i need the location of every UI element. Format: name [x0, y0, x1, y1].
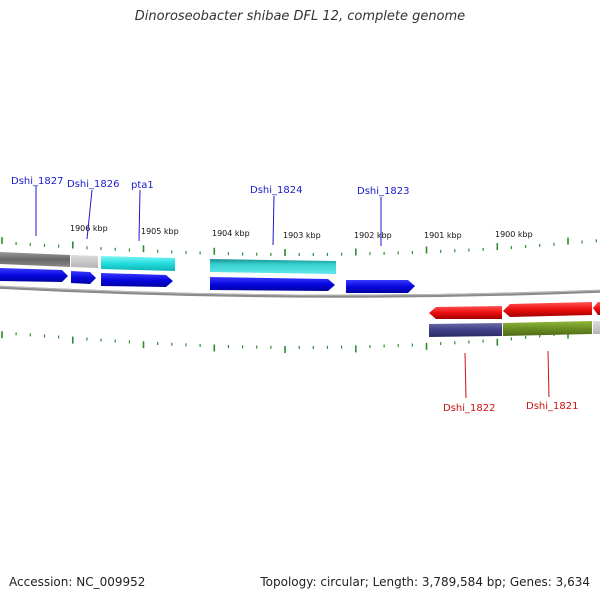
gene-label-dshi-1821[interactable]: Dshi_1821 [526, 401, 578, 412]
leader-line-dshi-1821 [547, 350, 550, 398]
leader-line-dshi-1824 [272, 195, 275, 246]
annotation-bar-next[interactable] [593, 321, 600, 334]
map-title: Dinoroseobacter shibae DFL 12, complete … [134, 9, 466, 24]
annotation-bar-dshi-1821[interactable] [503, 321, 592, 336]
gene-arrow-dshi-1826[interactable] [71, 271, 96, 284]
gene-label-dshi-1823[interactable]: Dshi_1823 [357, 186, 409, 197]
ruler-label: 1901 kbp [424, 231, 462, 240]
genome-backbone [0, 285, 600, 298]
genome-stats: Topology: circular; Length: 3,789,584 bp… [260, 575, 590, 589]
leader-line-pta1 [138, 189, 141, 242]
ruler-label: 1905 kbp [141, 227, 179, 236]
annotation-bar-dshi-1822[interactable] [429, 323, 502, 337]
gene-label-dshi-1824[interactable]: Dshi_1824 [250, 185, 302, 196]
gene-arrow-pta1[interactable] [101, 273, 173, 287]
genome-backbone-highlight [0, 285, 600, 296]
gene-label-dshi-1827[interactable]: Dshi_1827 [11, 176, 63, 187]
annotation-bar-dshi-1827[interactable] [0, 252, 70, 267]
gene-arrow-dshi-1824[interactable] [210, 277, 335, 291]
gene-arrow-next[interactable] [593, 302, 600, 315]
ruler-ticks-bottom [1, 328, 597, 353]
ruler-label: 1902 kbp [354, 231, 392, 240]
gene-label-pta1[interactable]: pta1 [131, 180, 154, 191]
annotation-bar-dshi-1824[interactable] [210, 259, 336, 274]
accession-label: Accession: NC_009952 [9, 575, 146, 589]
ruler-labels: 1906 kbp 1905 kbp 1904 kbp 1903 kbp 1902… [70, 224, 533, 240]
leader-line-dshi-1822 [464, 352, 467, 399]
ruler-ticks-top [1, 237, 597, 256]
annotation-bar-pta1[interactable] [101, 256, 175, 271]
label-leaders [35, 186, 550, 399]
gene-arrow-dshi-1823[interactable] [346, 280, 415, 293]
gene-label-dshi-1822[interactable]: Dshi_1822 [443, 403, 495, 414]
gene-arrow-dshi-1821[interactable] [503, 302, 592, 317]
ruler-label: 1906 kbp [70, 224, 108, 233]
gene-arrow-dshi-1822[interactable] [429, 306, 502, 319]
ruler-label: 1904 kbp [212, 229, 250, 238]
annotation-bar-dshi-1826[interactable] [71, 255, 98, 268]
gene-labels-top: Dshi_1827 Dshi_1826 pta1 Dshi_1824 Dshi_… [11, 176, 409, 197]
leader-line-dshi-1826 [86, 189, 93, 240]
gene-label-dshi-1826[interactable]: Dshi_1826 [67, 179, 119, 190]
gene-labels-bottom: Dshi_1822 Dshi_1821 [443, 401, 578, 414]
ruler-label: 1903 kbp [283, 231, 321, 240]
gene-arrow-dshi-1827[interactable] [0, 268, 68, 282]
ruler-label: 1900 kbp [495, 230, 533, 239]
